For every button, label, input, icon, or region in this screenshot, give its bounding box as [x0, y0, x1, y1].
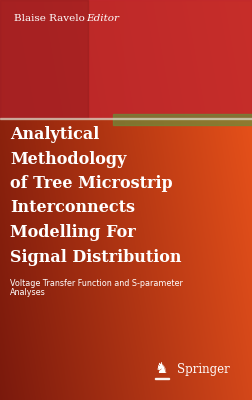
Text: Analyses: Analyses [10, 288, 46, 297]
Bar [113, 114, 252, 125]
Text: Methodology: Methodology [10, 150, 126, 168]
Text: ♞: ♞ [154, 361, 168, 376]
Text: Editor: Editor [86, 14, 119, 23]
Text: of Tree Microstrip: of Tree Microstrip [10, 175, 173, 192]
Text: Modelling For: Modelling For [10, 224, 136, 241]
Text: Signal Distribution: Signal Distribution [10, 248, 181, 266]
Text: Blaise Ravelo: Blaise Ravelo [14, 14, 85, 23]
Text: Springer: Springer [177, 363, 230, 376]
Bar [155, 378, 169, 379]
Bar [0, 0, 88, 118]
Text: Interconnects: Interconnects [10, 200, 135, 216]
Text: Voltage Transfer Function and S-parameter: Voltage Transfer Function and S-paramete… [10, 279, 183, 288]
Text: Analytical: Analytical [10, 126, 99, 143]
Bar [0, 118, 252, 119]
Bar [0, 0, 252, 118]
